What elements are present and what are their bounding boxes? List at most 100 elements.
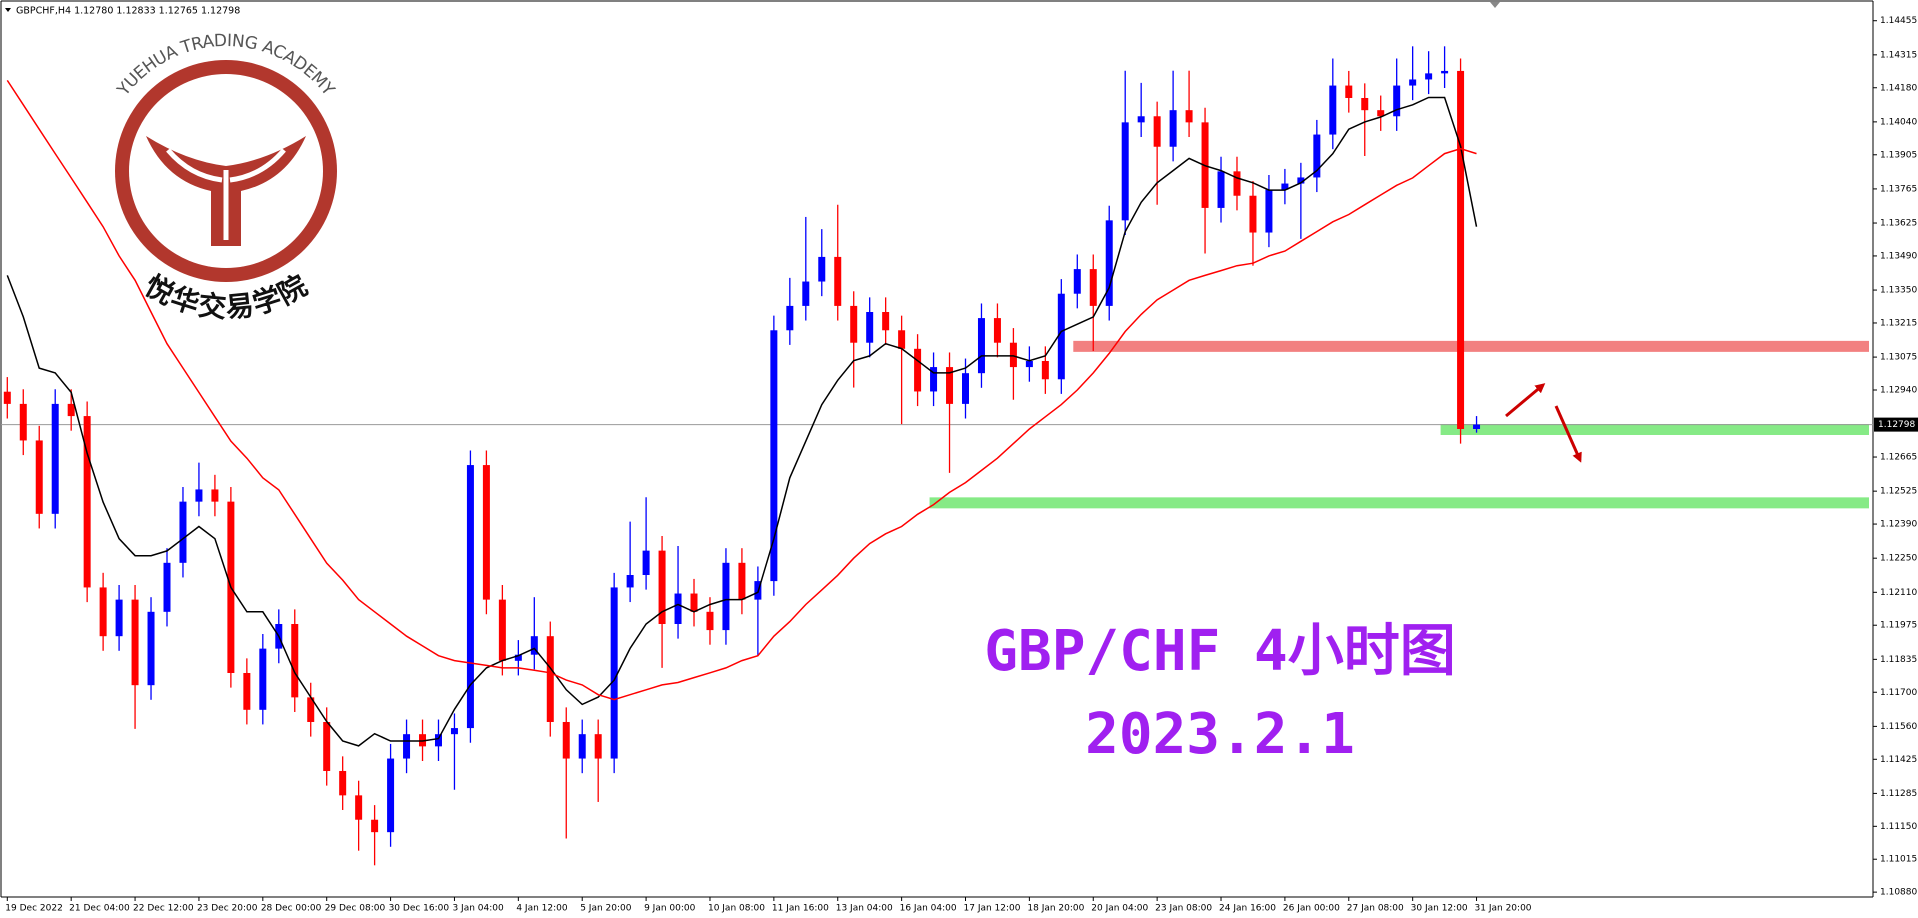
candle-body: [179, 501, 187, 563]
y-tick-label: 1.14040: [1880, 117, 1917, 127]
y-tick-label: 1.12940: [1880, 386, 1917, 396]
candle-body: [1105, 220, 1113, 306]
y-tick-label: 1.12665: [1880, 453, 1917, 463]
x-tick-label: 23 Jan 08:00: [1155, 904, 1212, 914]
x-tick-label: 26 Jan 00:00: [1283, 904, 1340, 914]
x-tick-label: 13 Jan 04:00: [836, 904, 893, 914]
y-tick-label: 1.13490: [1880, 251, 1917, 261]
candle-body: [259, 648, 267, 710]
candle-body: [163, 562, 171, 612]
candle-body: [434, 734, 442, 747]
candle-body: [1089, 269, 1097, 306]
candle-body: [3, 391, 11, 404]
candle-body: [802, 281, 810, 306]
candle-body: [195, 489, 203, 502]
candle-body: [1249, 195, 1257, 233]
candle-body: [738, 562, 746, 600]
x-tick-label: 20 Jan 04:00: [1091, 904, 1148, 914]
x-tick-label: 28 Dec 00:00: [261, 904, 322, 914]
candle-body: [243, 672, 251, 710]
candle-body: [1425, 73, 1433, 80]
candle-body: [1281, 183, 1289, 190]
candle-body: [946, 367, 954, 404]
candle-body: [1057, 293, 1065, 380]
candle-body: [962, 373, 969, 404]
candle-body: [1169, 110, 1177, 147]
x-tick-label: 3 Jan 04:00: [452, 904, 504, 914]
candle-body: [211, 489, 219, 502]
x-tick-label: 18 Jan 20:00: [1027, 904, 1084, 914]
candle-body: [706, 611, 714, 631]
candle-body: [371, 819, 379, 833]
y-tick-label: 1.11975: [1880, 621, 1917, 631]
arrow-down: [1554, 405, 1582, 463]
candle-body: [355, 795, 363, 820]
candle-body: [626, 575, 634, 588]
candle-body: [1073, 269, 1081, 294]
x-tick-label: 21 Dec 04:00: [69, 904, 130, 914]
candle-body: [1217, 171, 1225, 208]
y-tick-label: 1.13075: [1880, 353, 1917, 363]
y-tick-label: 1.14315: [1880, 50, 1917, 60]
candle-body: [403, 734, 411, 759]
x-tick-label: 9 Jan 00:00: [644, 904, 696, 914]
zone: [1440, 423, 1869, 435]
y-tick-label: 1.13625: [1880, 219, 1917, 229]
candle-body: [115, 599, 123, 637]
candle-body: [1153, 116, 1161, 147]
moving-average: [6, 96, 1478, 747]
x-tick-label: 16 Jan 04:00: [900, 904, 957, 914]
candle-body: [930, 367, 938, 392]
arrow-up: [1505, 383, 1546, 418]
menu-arrow: [5, 8, 11, 12]
annotation: 2023.2.1: [1085, 702, 1355, 767]
candle-body: [658, 550, 666, 624]
y-tick-label: 1.13215: [1880, 318, 1917, 328]
candle-body: [498, 599, 506, 661]
candle-body: [850, 305, 858, 343]
x-tick-label: 11 Jan 16:00: [772, 904, 829, 914]
candle-body: [594, 734, 602, 759]
candle-body: [147, 611, 155, 686]
candle-body: [642, 550, 650, 576]
candle-body: [993, 318, 1001, 343]
y-tick-label: 1.12110: [1880, 588, 1917, 598]
x-tick-label: 22 Dec 12:00: [133, 904, 194, 914]
x-tick-label: 30 Jan 12:00: [1411, 904, 1468, 914]
candle-body: [834, 256, 842, 306]
candle-body: [1345, 85, 1353, 98]
candle-body: [1265, 189, 1273, 233]
candle-body: [562, 721, 570, 759]
candle-body: [1393, 85, 1401, 117]
y-tick-label: 1.13765: [1880, 184, 1917, 194]
y-tick-label: 1.11425: [1880, 755, 1917, 765]
shift-marker: [1490, 2, 1500, 8]
candle-body: [67, 403, 75, 417]
candle-body: [914, 348, 922, 392]
candle-body: [450, 728, 458, 735]
candle-body: [610, 587, 618, 759]
candle-body: [722, 562, 730, 631]
candle-body: [323, 721, 331, 771]
candle-body: [1473, 424, 1481, 429]
candle-body: [131, 599, 139, 686]
candle-body: [546, 636, 554, 722]
candle-body: [339, 770, 347, 796]
y-tick-label: 1.11560: [1880, 722, 1917, 732]
candle-body: [977, 318, 985, 374]
y-tick-label: 1.11015: [1880, 855, 1917, 865]
candle-body: [1185, 110, 1193, 123]
candle-body: [1377, 110, 1385, 117]
candle-body: [482, 465, 490, 600]
candle-body: [1361, 97, 1369, 111]
candle-body: [674, 593, 682, 624]
x-tick-label: 27 Jan 08:00: [1347, 904, 1404, 914]
y-tick-label: 1.11285: [1880, 789, 1917, 799]
candle-body: [770, 330, 778, 582]
y-tick-label: 1.11700: [1880, 688, 1917, 698]
x-tick-label: 17 Jan 12:00: [964, 904, 1021, 914]
y-tick-label: 1.12250: [1880, 554, 1917, 564]
candle-body: [35, 440, 43, 514]
